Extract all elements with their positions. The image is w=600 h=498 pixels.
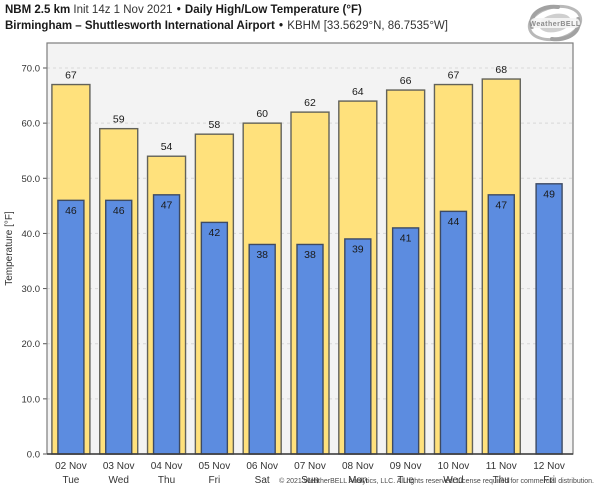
chart-header: NBM 2.5 km Init 14z 1 Nov 2021 • Daily H… <box>5 2 448 34</box>
x-tick-date-label: 04 Nov <box>151 461 183 472</box>
low-value-label: 41 <box>400 232 412 244</box>
low-bar <box>391 227 420 455</box>
x-tick-date-label: 10 Nov <box>438 461 470 472</box>
weatherbell-logo: WeatherBELL <box>527 4 583 42</box>
x-tick-date-label: 08 Nov <box>342 461 374 472</box>
y-tick-label: 40.0 <box>22 229 41 240</box>
x-tick-day-label: Fri <box>209 475 221 486</box>
x-tick-day-label: Wed <box>443 475 463 486</box>
high-value-label: 64 <box>352 86 364 98</box>
low-bar <box>57 199 85 455</box>
x-tick-day-label: Fri <box>543 475 555 486</box>
x-tick-day-label: Thu <box>158 475 175 486</box>
low-bar <box>296 243 324 455</box>
x-tick-date-label: 02 Nov <box>55 461 87 472</box>
y-tick-label: 30.0 <box>22 284 41 295</box>
hurricane-swirl-icon <box>527 4 583 42</box>
low-value-label: 44 <box>448 216 460 228</box>
logo-brand-text: WeatherBELL <box>529 21 580 28</box>
x-tick-date-label: 09 Nov <box>390 461 422 472</box>
x-tick-day-label: Thu <box>493 475 510 486</box>
y-tick-label: 10.0 <box>22 394 41 405</box>
low-value-label: 49 <box>543 188 555 200</box>
high-value-label: 68 <box>495 64 507 76</box>
high-value-label: 58 <box>209 119 221 131</box>
y-axis-title: Temperature [°F] <box>4 211 15 286</box>
x-tick-date-label: 06 Nov <box>246 461 278 472</box>
low-value-label: 42 <box>209 227 221 239</box>
location-name: Birmingham – Shuttlesworth International… <box>5 20 275 32</box>
low-bar <box>439 210 468 455</box>
init-time: Init 14z 1 Nov 2021 <box>73 4 173 16</box>
x-tick-day-label: Mon <box>348 475 367 486</box>
low-value-label: 47 <box>495 199 507 211</box>
high-value-label: 54 <box>161 141 173 153</box>
copyright-text: © 2021 WeatherBELL Analytics, LLC. All r… <box>279 478 594 485</box>
x-tick-day-label: Wed <box>109 475 129 486</box>
low-value-label: 46 <box>65 205 77 217</box>
high-value-label: 67 <box>448 70 460 82</box>
y-tick-label: 50.0 <box>22 174 41 185</box>
y-tick-label: 70.0 <box>22 64 41 75</box>
low-bar <box>535 183 563 455</box>
low-bar <box>152 194 181 455</box>
x-tick-day-label: Sun <box>301 475 319 486</box>
low-bar <box>487 194 515 455</box>
high-value-label: 60 <box>256 108 268 120</box>
low-value-label: 38 <box>256 249 268 261</box>
high-value-label: 62 <box>304 97 316 109</box>
low-bar <box>344 238 372 455</box>
model-name: NBM 2.5 km <box>5 4 71 16</box>
low-value-label: 46 <box>113 205 125 217</box>
separator-dot: • <box>279 20 284 32</box>
x-tick-day-label: Tue <box>62 475 79 486</box>
x-tick-day-label: Sat <box>255 475 270 486</box>
high-value-label: 67 <box>65 70 77 82</box>
low-bar <box>248 243 276 455</box>
product-title: Daily High/Low Temperature (°F) <box>184 4 362 16</box>
low-value-label: 38 <box>304 249 316 261</box>
header-line-1: NBM 2.5 km Init 14z 1 Nov 2021 • Daily H… <box>5 2 448 18</box>
x-tick-date-label: 11 Nov <box>486 461 517 472</box>
high-value-label: 59 <box>113 114 125 126</box>
x-tick-date-label: 07 Nov <box>294 461 326 472</box>
y-tick-label: 20.0 <box>22 339 41 350</box>
low-bar <box>200 221 229 455</box>
low-value-label: 47 <box>161 199 173 211</box>
low-value-label: 39 <box>352 243 364 255</box>
high-value-label: 66 <box>400 75 412 87</box>
separator-dot: • <box>176 4 181 16</box>
x-tick-date-label: 03 Nov <box>103 461 135 472</box>
x-tick-day-label: Tue <box>397 475 414 486</box>
station-id: KBHM [33.5629°N, 86.7535°W] <box>287 20 448 32</box>
x-tick-date-label: 12 Nov <box>533 461 565 472</box>
header-line-2: Birmingham – Shuttlesworth International… <box>5 18 448 34</box>
low-bar <box>105 199 133 455</box>
x-tick-date-label: 05 Nov <box>199 461 231 472</box>
y-tick-label: 60.0 <box>22 119 41 130</box>
y-tick-label: 0.0 <box>27 450 40 461</box>
